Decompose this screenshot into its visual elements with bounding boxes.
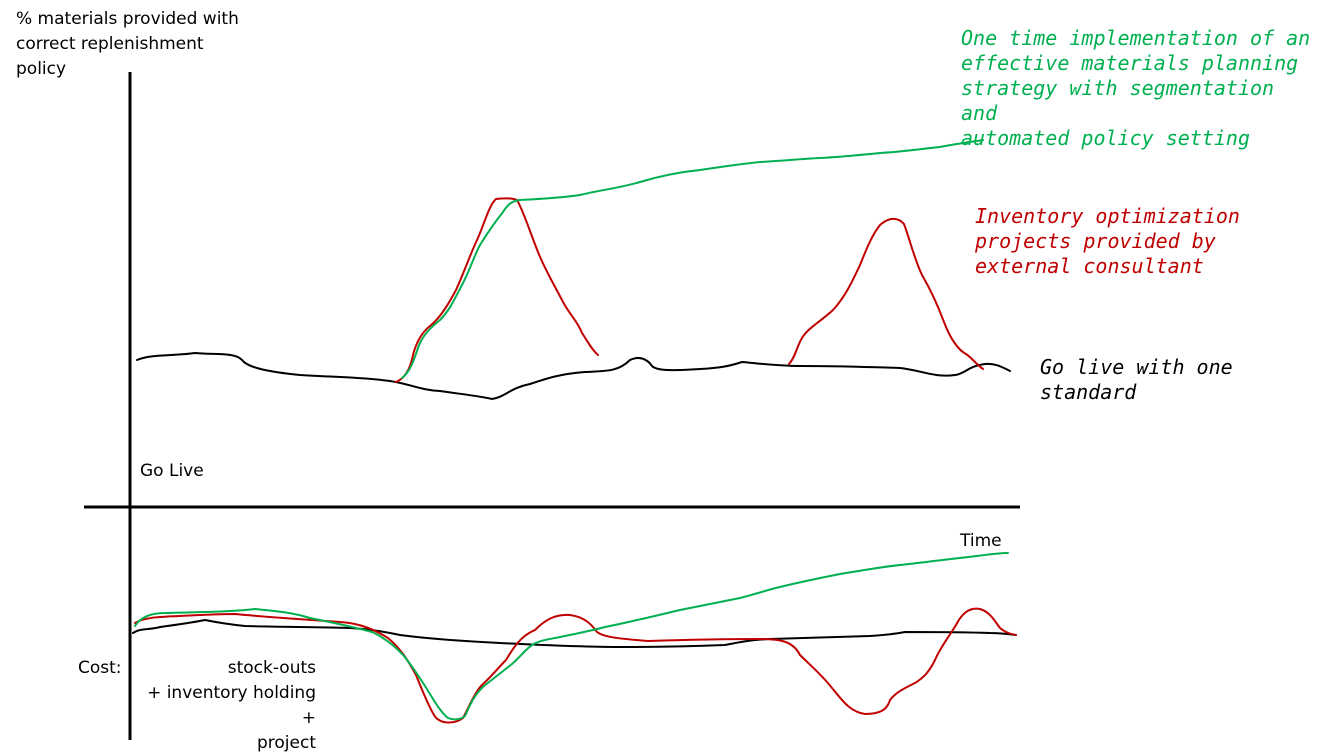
time-axis-label: Time — [960, 531, 1002, 551]
lower-curve-one-time-implementation — [134, 552, 1009, 721]
one-time-implementation-annotation: One time implementation of an effective … — [961, 26, 1311, 150]
cost-components-label: stock-outs + inventory holding + project — [147, 658, 316, 753]
lower-curve-optimization-projects — [134, 607, 1017, 724]
go-live-label: Go Live — [140, 461, 204, 481]
y-axis-label: % materials provided with correct replen… — [16, 9, 239, 79]
optimization-projects-annotation: Inventory optimization projects provided… — [975, 204, 1240, 278]
upper-curve-go-live-standard — [136, 352, 1011, 400]
upper-curve-one-time-implementation — [401, 139, 984, 379]
go-live-standard-annotation: Go live with one standard — [1040, 355, 1233, 404]
upper-curve-optimization-project-2 — [788, 217, 984, 370]
lower-curve-go-live-standard — [132, 619, 1017, 648]
upper-curve-optimization-project-1 — [395, 197, 599, 383]
cost-label: Cost: — [78, 658, 122, 678]
